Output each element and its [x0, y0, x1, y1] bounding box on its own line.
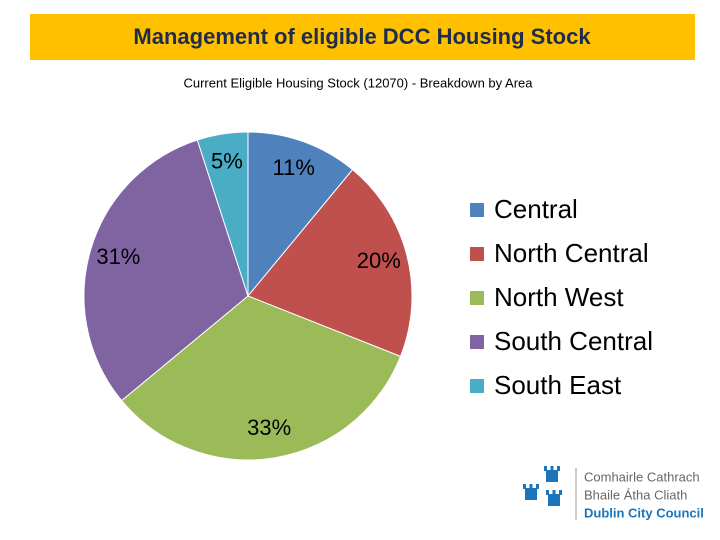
logo-icon [523, 466, 562, 506]
legend-swatch [470, 203, 484, 217]
data-label: 11% [273, 155, 315, 180]
pie-slice [247, 168, 413, 358]
legend-swatch [470, 291, 484, 305]
legend: Central North Central North West South Cent… [470, 194, 653, 400]
data-label: 33% [247, 415, 291, 440]
pie-slice [196, 131, 249, 297]
data-label: 5% [211, 148, 243, 173]
pie-slice [120, 295, 402, 461]
data-label: 31% [96, 244, 140, 269]
chart-title: Current Eligible Housing Stock (12070) -… [183, 75, 533, 90]
legend-label: North West [494, 282, 624, 312]
logo-line: Bhaile Átha Cliath [584, 487, 687, 502]
legend-label: South East [494, 370, 622, 400]
legend-label: North Central [494, 238, 649, 268]
legend-swatch [470, 247, 484, 261]
logo-line: Dublin City Council [584, 505, 704, 520]
header-banner [30, 14, 695, 60]
legend-label: South Central [494, 326, 653, 356]
legend-swatch [470, 379, 484, 393]
logo-line: Comhairle Cathrach [584, 469, 700, 484]
legend-swatch [470, 335, 484, 349]
pie: 11% 20% 33% 31% 5% [83, 131, 413, 461]
header-title: Management of eligible DCC Housing Stock [133, 24, 591, 49]
legend-label: Central [494, 194, 578, 224]
logo: Comhairle Cathrach Bhaile Átha Cliath Du… [523, 466, 704, 520]
pie-slice [83, 139, 249, 402]
data-label: 20% [357, 248, 401, 273]
pie-slice [247, 131, 354, 298]
